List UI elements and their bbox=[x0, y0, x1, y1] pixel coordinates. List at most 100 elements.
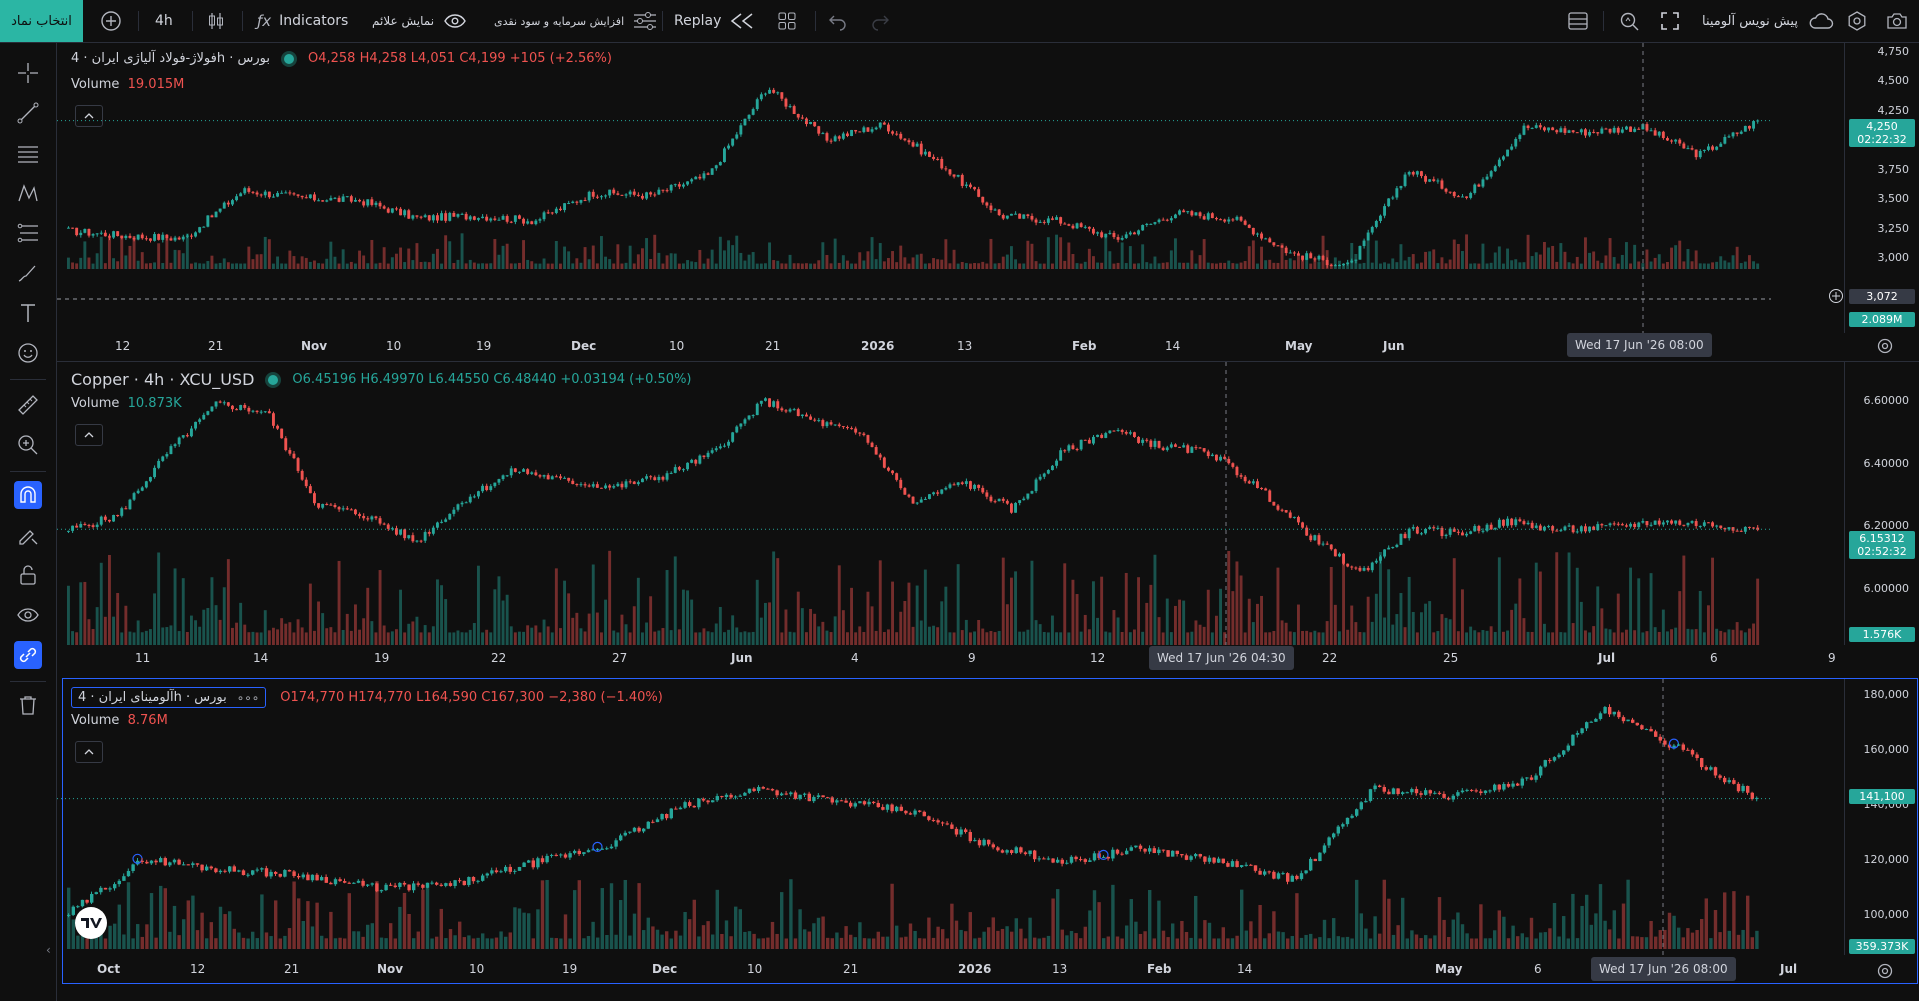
chart-pane-3[interactable]: آلومینای ایران · 4h · بورس ∘∘∘ O174,770 … bbox=[57, 679, 1919, 955]
more-options-icon[interactable]: ∘∘∘ bbox=[236, 690, 260, 705]
trash-icon[interactable] bbox=[14, 691, 42, 719]
price-scale-3[interactable]: 180,000 160,000 140,000 120,000 100,000 141,… bbox=[1844, 679, 1919, 955]
volume-bar bbox=[1403, 627, 1407, 645]
volume-bar bbox=[190, 615, 193, 645]
volume-bar bbox=[919, 253, 923, 269]
add-symbol-icon[interactable] bbox=[100, 0, 122, 42]
candle-body bbox=[241, 870, 246, 876]
volume-bar bbox=[284, 623, 288, 645]
candle-body bbox=[770, 789, 775, 791]
replay-button[interactable]: Replay bbox=[674, 0, 755, 42]
scale-settings-icon-3[interactable] bbox=[1876, 962, 1894, 984]
visibility-icon[interactable] bbox=[14, 601, 42, 629]
scale-settings-icon-1[interactable] bbox=[1876, 337, 1894, 359]
time-axis-2[interactable]: 11 14 19 22 27 Jun 4 9 12 22 25 Jul 6 9 Wed 17 Jun '2… bbox=[57, 645, 1845, 673]
candle-body bbox=[214, 401, 218, 407]
capital-increase-button[interactable]: افزایش سرمایه و سود نقدی bbox=[494, 0, 658, 42]
candle-body bbox=[296, 194, 300, 196]
fib-tool-icon[interactable] bbox=[14, 219, 42, 247]
add-alert-icon[interactable] bbox=[1828, 288, 1844, 308]
candle-body bbox=[1370, 562, 1374, 571]
candle-body bbox=[554, 854, 558, 856]
candle-body bbox=[1067, 224, 1071, 226]
pattern-tool-icon[interactable] bbox=[14, 179, 42, 207]
collapse-legend-button-2[interactable] bbox=[75, 424, 103, 446]
volume-bar bbox=[1108, 251, 1112, 269]
volume-bar bbox=[844, 926, 848, 949]
user-draft-button[interactable]: پیش نویس آلومینا bbox=[1702, 0, 1834, 42]
volume-bar bbox=[522, 631, 525, 645]
time-axis-1[interactable]: 1221Nov1019Dec1021202613Feb14MayJunJul W… bbox=[57, 333, 1845, 361]
candle-body bbox=[122, 876, 126, 881]
volume-bar bbox=[427, 632, 431, 645]
volume-bar bbox=[616, 244, 620, 269]
volume-bar bbox=[993, 263, 997, 269]
undo-icon[interactable] bbox=[828, 0, 848, 42]
candle-body bbox=[140, 487, 144, 491]
candle-body bbox=[1161, 849, 1166, 851]
candle-style-icon[interactable] bbox=[205, 0, 227, 42]
watchlist-icon[interactable] bbox=[1567, 0, 1589, 42]
candle-body bbox=[390, 208, 394, 213]
sync-link-icon[interactable] bbox=[14, 641, 42, 669]
volume-bar bbox=[237, 932, 241, 949]
horizontal-lines-icon[interactable] bbox=[14, 139, 42, 167]
ruler-icon[interactable] bbox=[14, 391, 42, 419]
volume-bar bbox=[370, 923, 374, 949]
collapse-legend-button-1[interactable] bbox=[75, 105, 103, 127]
candle-body bbox=[145, 861, 149, 864]
volume-bar bbox=[90, 938, 94, 949]
candle-body bbox=[936, 158, 940, 160]
text-tool-icon[interactable] bbox=[14, 299, 42, 327]
drawing-mode-icon[interactable] bbox=[14, 521, 42, 549]
candle-body bbox=[1239, 216, 1243, 221]
volume-bar bbox=[796, 263, 800, 269]
collapse-left-icon[interactable]: ‹ bbox=[46, 943, 51, 957]
tradingview-logo-icon[interactable] bbox=[75, 907, 107, 939]
price-scale-1[interactable]: 4,7504,5004,2504,0003,7503,5003,2503,000… bbox=[1844, 43, 1919, 333]
camera-icon[interactable] bbox=[1886, 0, 1908, 42]
candle-body bbox=[1223, 219, 1227, 222]
lock-icon[interactable] bbox=[14, 561, 42, 589]
symbol-title-box-3[interactable]: آلومینای ایران · 4h · بورس ∘∘∘ bbox=[71, 687, 267, 708]
candle-body bbox=[1617, 711, 1621, 718]
symbol-title-1[interactable]: فولاژ-فولاد آلیاژی ایران · 4h · بورس bbox=[71, 51, 270, 66]
zoom-in-icon[interactable] bbox=[14, 431, 42, 459]
show-signs-button[interactable]: نمایش علائم bbox=[372, 0, 466, 42]
volume-bar bbox=[1174, 605, 1177, 645]
layout-grid-icon[interactable] bbox=[777, 0, 797, 42]
magnet-icon[interactable] bbox=[14, 481, 42, 509]
indicators-button[interactable]: ƒx Indicators bbox=[257, 0, 348, 42]
candle-body bbox=[1506, 518, 1509, 526]
redo-icon[interactable] bbox=[870, 0, 890, 42]
symbol-title-2[interactable]: Copper · 4h · XCU_USD bbox=[71, 370, 255, 389]
candle-body bbox=[586, 850, 591, 853]
trend-line-icon[interactable] bbox=[14, 99, 42, 127]
quick-search-icon[interactable] bbox=[1618, 0, 1640, 42]
volume-bar bbox=[841, 255, 845, 269]
candlestick-chart-1[interactable] bbox=[57, 43, 1845, 333]
candle-body bbox=[444, 519, 448, 522]
price-scale-2[interactable]: 6.60000 6.40000 6.20000 6.00000 6.15312 02:5… bbox=[1844, 362, 1919, 645]
settings-gear-icon[interactable] bbox=[1846, 0, 1868, 42]
candlestick-chart-2[interactable] bbox=[57, 362, 1845, 645]
symbol-search-button[interactable]: انتخاب نماد bbox=[0, 0, 83, 42]
volume-bar bbox=[1653, 627, 1657, 645]
volume-bar bbox=[464, 263, 468, 269]
candle-body bbox=[292, 193, 296, 195]
candle-body bbox=[128, 499, 132, 510]
crosshair-icon[interactable] bbox=[14, 59, 42, 87]
chart-pane-1[interactable]: فولاژ-فولاد آلیاژی ایران · 4h · بورس O4,… bbox=[57, 43, 1919, 333]
candle-body bbox=[384, 884, 388, 891]
volume-bar bbox=[181, 253, 185, 269]
time-axis-3[interactable]: Oct 12 21 Nov 10 19 Dec 10 21 2026 13 Feb 14 May 6 Jul … bbox=[57, 956, 1845, 984]
emoji-icon[interactable] bbox=[14, 339, 42, 367]
volume-bar bbox=[1022, 263, 1026, 269]
interval-button[interactable]: 4h bbox=[155, 13, 173, 29]
chart-pane-2[interactable]: Copper · 4h · XCU_USD O6.45196 H6.49970 … bbox=[57, 362, 1919, 645]
candlestick-chart-3[interactable] bbox=[57, 679, 1845, 955]
collapse-legend-button-3[interactable] bbox=[75, 741, 103, 763]
brush-icon[interactable] bbox=[14, 259, 42, 287]
candle-body bbox=[1145, 439, 1149, 441]
fullscreen-icon[interactable] bbox=[1660, 0, 1680, 42]
